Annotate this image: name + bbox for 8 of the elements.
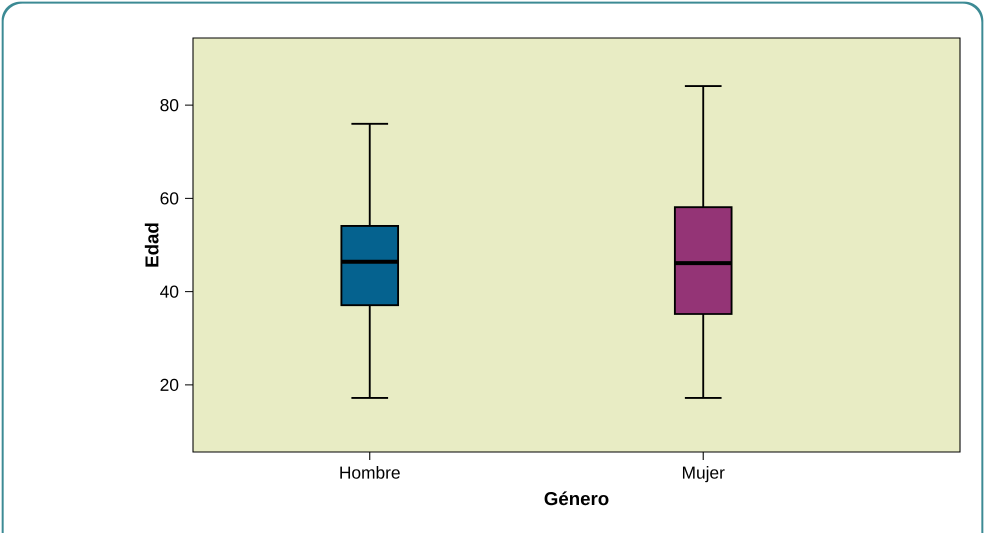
x-tick-label: Hombre [340,466,400,479]
x-axis-title: Género [544,491,608,506]
y-tick-label: 20 [160,378,178,391]
y-tick-label: 80 [160,99,178,112]
y-tick-label: 60 [160,192,178,205]
x-tick-label: Mujer [682,466,725,482]
y-axis-title: Edad [144,223,159,267]
y-tick-label: 40 [160,285,178,298]
